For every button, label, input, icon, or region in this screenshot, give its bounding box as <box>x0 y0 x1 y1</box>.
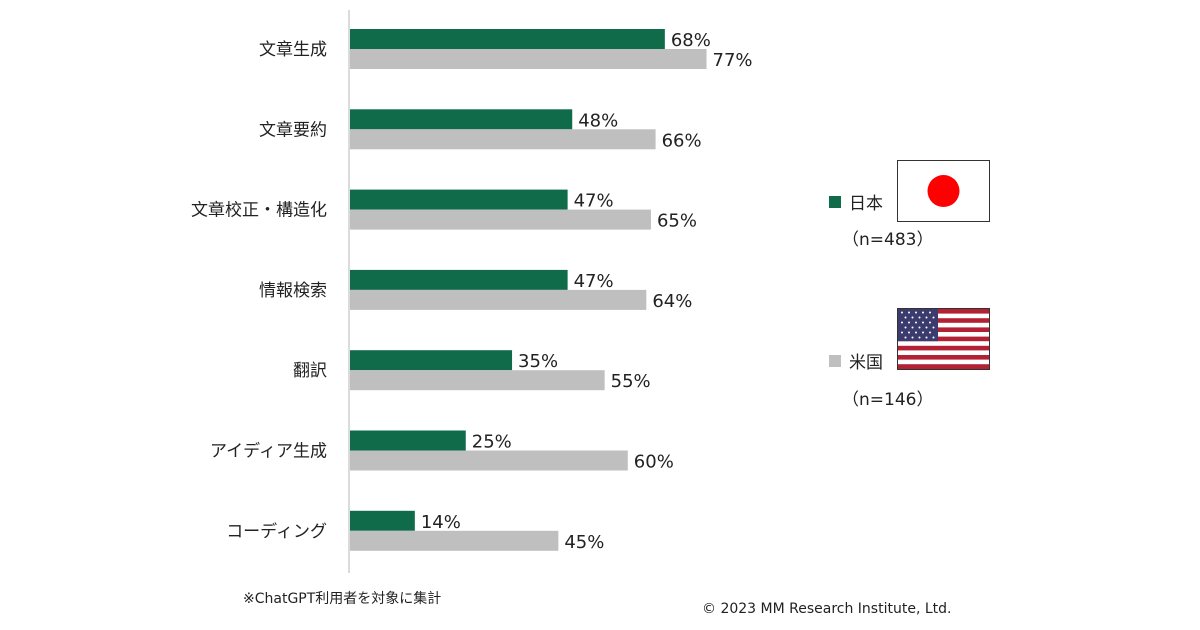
data-label: 65% <box>657 211 697 232</box>
sample-size-usa: （n=146） <box>842 390 934 410</box>
legend-swatch-usa <box>829 354 841 367</box>
data-label: 64% <box>652 291 692 312</box>
data-label: 25% <box>472 432 512 453</box>
category-label: 文章要約 <box>259 120 327 140</box>
data-label: 60% <box>634 452 674 473</box>
bar-japan <box>350 430 466 451</box>
legend-label-japan: 日本 <box>849 194 883 214</box>
bar-usa <box>350 49 707 69</box>
data-label: 45% <box>564 532 604 553</box>
data-label: 47% <box>574 271 614 292</box>
bar-japan <box>350 29 665 49</box>
category-label: 情報検索 <box>259 281 327 301</box>
bar-usa <box>350 289 647 310</box>
legend-label-usa: 米国 <box>849 353 883 373</box>
bar-japan <box>350 189 568 210</box>
category-label: 文章生成 <box>259 40 327 60</box>
bar-usa <box>350 370 605 391</box>
data-label: 77% <box>713 50 753 71</box>
data-label: 47% <box>574 191 614 212</box>
sample-size-japan: （n=483） <box>842 230 934 250</box>
bar-usa <box>350 530 559 551</box>
category-label: アイディア生成 <box>210 441 327 462</box>
bar-usa <box>350 129 656 150</box>
legend-japan: 日本 <box>829 189 883 214</box>
bar-japan <box>350 109 573 130</box>
legend-usa: 米国 <box>829 348 883 373</box>
usa-flag-icon <box>897 308 990 370</box>
data-label: 55% <box>611 371 651 392</box>
bar-japan <box>350 350 513 371</box>
data-label: 68% <box>671 30 711 51</box>
category-label: コーディング <box>226 521 327 542</box>
copyright: © 2023 MM Research Institute, Ltd. <box>702 601 952 617</box>
legend-swatch-japan <box>829 195 841 208</box>
bar-japan <box>350 269 568 290</box>
bar-japan <box>350 510 415 531</box>
bar-chart: 文章生成 68%77% 文章要約 48% 66% 文章校正・構造化 47% 65% 情報検索 47… <box>191 10 753 573</box>
bar-usa <box>350 450 628 471</box>
category-label: 文章校正・構造化 <box>191 201 327 221</box>
japan-flag-icon <box>897 160 990 222</box>
data-label: 14% <box>421 512 461 533</box>
footnote: ※ChatGPT利用者を対象に集計 <box>243 591 442 607</box>
data-label: 48% <box>578 110 618 131</box>
data-label: 35% <box>518 351 558 372</box>
bar-usa <box>350 209 651 230</box>
data-label: 66% <box>662 130 702 151</box>
category-label: 翻訳 <box>293 361 327 381</box>
